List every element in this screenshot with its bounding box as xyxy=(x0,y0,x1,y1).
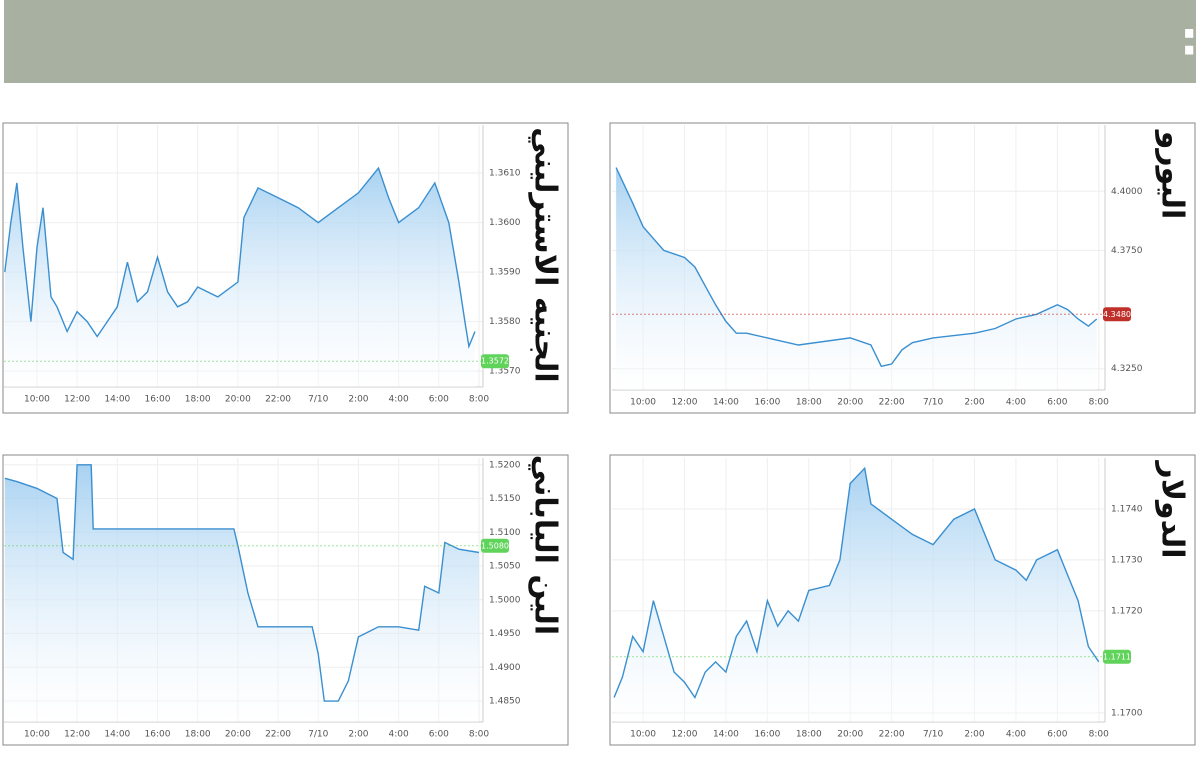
last-value-badge xyxy=(481,354,509,369)
x-tick-label: 8:00 xyxy=(469,730,489,740)
y-tick-label: 1.1740 xyxy=(1111,504,1143,514)
last-value-label: 4.3480 xyxy=(1103,310,1131,319)
x-tick-label: 18:00 xyxy=(185,730,211,740)
y-tick-label: 1.3570 xyxy=(489,367,521,377)
x-tick-label: 22:00 xyxy=(879,398,905,408)
line xyxy=(615,167,1098,368)
header-band xyxy=(4,0,1196,83)
x-tick-label: 4:00 xyxy=(1006,398,1026,408)
x-tick-label: 4:00 xyxy=(1006,730,1026,740)
x-tick-label: 2:00 xyxy=(348,395,368,405)
y-tick-label: 1.4900 xyxy=(489,663,521,673)
x-tick-label: 14:00 xyxy=(713,730,739,740)
x-tick-label: 20:00 xyxy=(837,730,863,740)
x-tick-label: 7/10 xyxy=(923,730,943,740)
y-tick-label: 1.3610 xyxy=(489,169,521,179)
y-tick-label: 1.4950 xyxy=(489,629,521,639)
x-tick-label: 2:00 xyxy=(964,398,984,408)
x-tick-label: 20:00 xyxy=(837,398,863,408)
y-tick-label: 1.5100 xyxy=(489,528,521,538)
chart-title: الجنيه الاسترليني xyxy=(528,127,563,382)
y-tick-label: 1.5050 xyxy=(489,562,521,572)
y-tick-label: 4.3750 xyxy=(1111,246,1143,256)
x-tick-label: 7/10 xyxy=(923,398,943,408)
chart-title: الين الياباني xyxy=(528,455,563,635)
line xyxy=(4,464,480,702)
x-tick-label: 4:00 xyxy=(389,395,409,405)
x-tick-label: 10:00 xyxy=(630,398,656,408)
y-tick-label: 1.3580 xyxy=(489,317,521,327)
x-tick-label: 8:00 xyxy=(1089,730,1109,740)
y-tick-label: 4.4000 xyxy=(1111,187,1143,197)
y-tick-label: 1.1730 xyxy=(1111,555,1143,565)
x-tick-label: 16:00 xyxy=(145,730,171,740)
x-tick-label: 8:00 xyxy=(469,395,489,405)
x-tick-label: 14:00 xyxy=(104,395,130,405)
last-value-label: 1.5080 xyxy=(481,541,509,550)
line xyxy=(613,466,1100,699)
y-tick-label: 1.1700 xyxy=(1111,708,1143,718)
x-tick-label: 6:00 xyxy=(429,395,449,405)
y-tick-label: 1.3600 xyxy=(489,218,521,228)
y-tick-label: 1.5200 xyxy=(489,460,521,470)
y-tick-label: 1.3590 xyxy=(489,268,521,278)
x-tick-label: 18:00 xyxy=(796,730,822,740)
y-tick-label: 1.5150 xyxy=(489,494,521,504)
y-tick-label: 1.1720 xyxy=(1111,606,1143,616)
last-value-label: 1.3572 xyxy=(481,357,509,366)
y-tick-label: 1.5000 xyxy=(489,595,521,605)
x-tick-label: 20:00 xyxy=(225,730,251,740)
area xyxy=(614,468,1099,722)
x-tick-label: 7/10 xyxy=(308,730,328,740)
chart-title: الدولار xyxy=(1155,459,1190,558)
x-tick-label: 16:00 xyxy=(754,398,780,408)
area xyxy=(616,167,1097,390)
x-tick-label: 8:00 xyxy=(1089,398,1109,408)
line xyxy=(4,166,476,349)
x-tick-label: 22:00 xyxy=(879,730,905,740)
x-tick-label: 14:00 xyxy=(104,730,130,740)
x-tick-label: 10:00 xyxy=(630,730,656,740)
x-tick-label: 7/10 xyxy=(308,395,328,405)
x-tick-label: 20:00 xyxy=(225,395,251,405)
x-tick-label: 22:00 xyxy=(265,730,291,740)
x-tick-label: 12:00 xyxy=(672,730,698,740)
area xyxy=(4,168,476,387)
x-tick-label: 6:00 xyxy=(1047,730,1067,740)
x-tick-label: 6:00 xyxy=(1047,398,1067,408)
y-tick-label: 1.4850 xyxy=(489,697,521,707)
x-tick-label: 12:00 xyxy=(64,730,90,740)
x-tick-label: 16:00 xyxy=(145,395,171,405)
x-tick-label: 2:00 xyxy=(964,730,984,740)
x-tick-label: 14:00 xyxy=(713,398,739,408)
y-tick-label: 4.3250 xyxy=(1111,364,1143,374)
x-tick-label: 10:00 xyxy=(24,730,50,740)
last-value-badge xyxy=(1103,307,1131,322)
x-tick-label: 22:00 xyxy=(265,395,291,405)
x-tick-label: 18:00 xyxy=(185,395,211,405)
last-value-badge xyxy=(1103,649,1131,664)
x-tick-label: 6:00 xyxy=(429,730,449,740)
x-tick-label: 18:00 xyxy=(796,398,822,408)
last-value-label: 1.1711 xyxy=(1103,652,1131,661)
x-tick-label: 16:00 xyxy=(754,730,780,740)
chart-title: اليورو xyxy=(1155,129,1190,220)
x-tick-label: 2:00 xyxy=(348,730,368,740)
x-tick-label: 12:00 xyxy=(64,395,90,405)
x-tick-label: 10:00 xyxy=(24,395,50,405)
last-value-badge xyxy=(481,538,509,553)
header-title: تحركات العملات الرئيسة: xyxy=(1180,12,1200,66)
x-tick-label: 4:00 xyxy=(389,730,409,740)
x-tick-label: 12:00 xyxy=(672,398,698,408)
